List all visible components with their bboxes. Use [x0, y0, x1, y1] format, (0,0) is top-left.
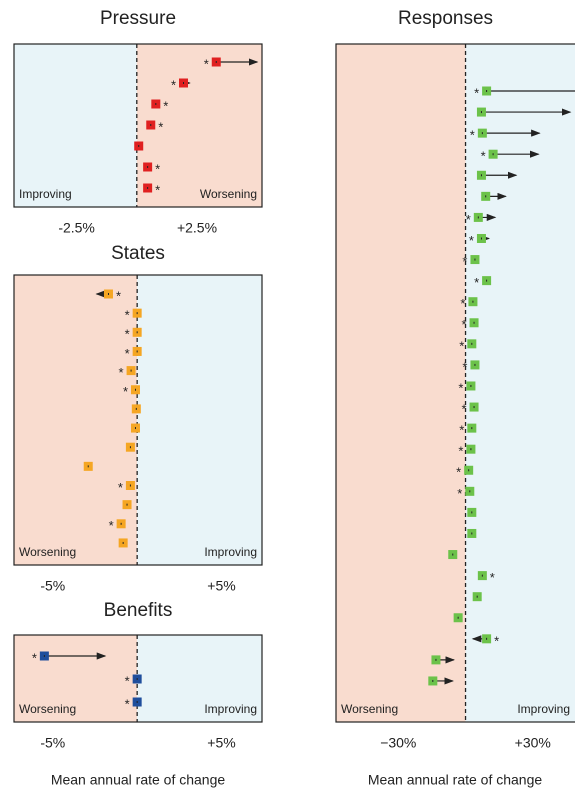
left-region [14, 275, 138, 565]
significance-star: * [204, 56, 209, 71]
significance-star: * [163, 98, 168, 113]
significance-star: * [125, 696, 130, 711]
x-tick-label: +30% [515, 735, 551, 751]
significance-star: * [474, 85, 479, 100]
right-region [136, 44, 262, 207]
significance-star: * [171, 77, 176, 92]
right-region-label: Improving [517, 702, 570, 716]
right-region-label: Improving [204, 545, 257, 559]
significance-star: * [109, 518, 114, 533]
significance-star: * [32, 650, 37, 665]
left-region-label: Improving [19, 187, 72, 201]
significance-star: * [125, 673, 130, 688]
left-region [14, 44, 137, 207]
panel-title: Pressure [100, 8, 176, 29]
left-region-label: Worsening [19, 545, 76, 559]
right-region [137, 275, 262, 565]
x-axis-label: Mean annual rate of change [368, 772, 543, 788]
significance-star: * [481, 149, 486, 164]
significance-star: * [456, 465, 461, 480]
significance-star: * [462, 317, 467, 332]
x-tick-label: -2.5% [58, 220, 95, 236]
right-region [137, 635, 262, 722]
significance-star: * [118, 480, 123, 495]
right-region [465, 44, 575, 722]
significance-star: * [474, 275, 479, 290]
x-tick-label: +5% [207, 735, 235, 751]
significance-star: * [123, 384, 128, 399]
significance-star: * [466, 212, 471, 227]
significance-star: * [158, 119, 163, 134]
right-region-label: Worsening [200, 187, 257, 201]
frame [13, 634, 263, 723]
x-tick-label: +5% [207, 578, 235, 594]
frame [335, 43, 575, 723]
left-region [336, 44, 466, 722]
x-tick-label: −30% [380, 735, 416, 751]
significance-star: * [155, 182, 160, 197]
panel-title: Benefits [104, 600, 173, 621]
significance-star: * [462, 254, 467, 269]
significance-star: * [125, 308, 130, 323]
x-tick-label: -5% [40, 578, 65, 594]
significance-star: * [470, 128, 475, 143]
left-region-label: Worsening [341, 702, 398, 716]
significance-star: * [462, 401, 467, 416]
left-region-label: Worsening [19, 702, 76, 716]
panel-title: States [111, 243, 165, 264]
significance-star: * [457, 486, 462, 501]
x-tick-label: -5% [40, 735, 65, 751]
panel-title: Responses [398, 8, 493, 29]
significance-star: * [469, 233, 474, 248]
x-axis-label: Mean annual rate of change [51, 772, 226, 788]
significance-star: * [459, 338, 464, 353]
significance-star: * [116, 288, 121, 303]
frame [13, 43, 263, 208]
significance-star: * [125, 327, 130, 342]
significance-star: * [460, 296, 465, 311]
significance-star: * [125, 346, 130, 361]
significance-star: * [462, 359, 467, 374]
right-region-label: Improving [204, 702, 257, 716]
significance-star: * [458, 444, 463, 459]
x-tick-label: +2.5% [177, 220, 217, 236]
significance-star: * [490, 570, 495, 585]
significance-star: * [459, 423, 464, 438]
significance-star: * [155, 161, 160, 176]
significance-star: * [494, 633, 499, 648]
significance-star: * [458, 380, 463, 395]
frame [13, 274, 263, 566]
significance-star: * [119, 365, 124, 380]
left-region [14, 635, 138, 722]
